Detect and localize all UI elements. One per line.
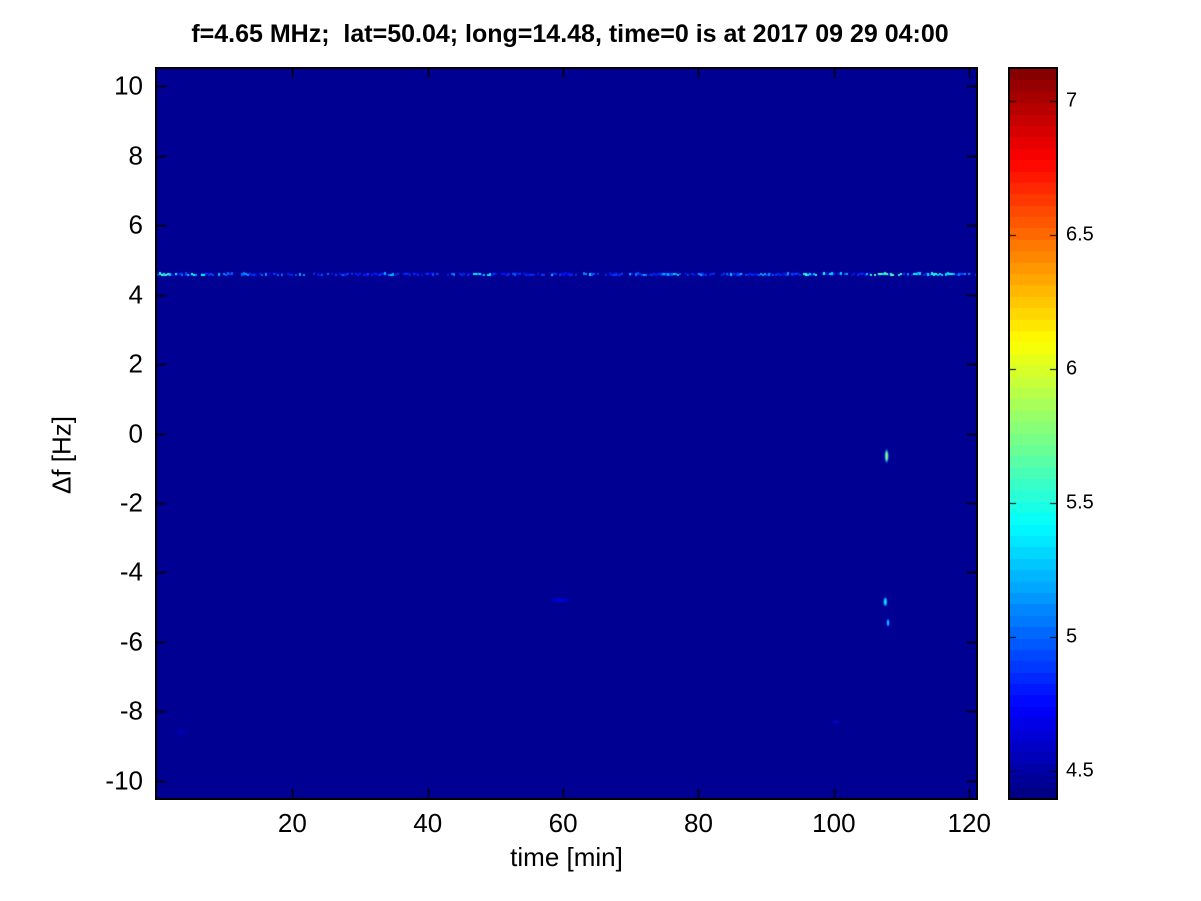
- y-tick-label: -8: [119, 695, 143, 726]
- colorbar-gradient-canvas: [1010, 69, 1056, 798]
- y-tick-label: -6: [119, 626, 143, 657]
- x-tick-label: 100: [812, 808, 856, 838]
- y-tick-label: -10: [105, 765, 143, 796]
- x-tick-label: 80: [684, 808, 713, 838]
- colorbar-tick-label: 6: [1066, 357, 1078, 380]
- y-tick-label: 4: [128, 279, 143, 310]
- y-tick-label: 2: [128, 348, 143, 379]
- colorbar-tick-label: 4.5: [1066, 759, 1094, 782]
- x-tick-label: 40: [413, 808, 443, 838]
- y-tick-label: 8: [128, 140, 143, 171]
- colorbar-tick-label: 5.5: [1066, 491, 1094, 514]
- x-axis-label: time [min]: [510, 842, 623, 872]
- y-tick-label: -4: [119, 556, 143, 587]
- y-axis-label: Δf [Hz]: [46, 415, 77, 495]
- y-tick-label: 6: [128, 209, 143, 240]
- colorbar-tick-label: 7: [1066, 89, 1078, 112]
- y-tick-label: 10: [114, 70, 143, 101]
- colorbar-tick-label: 6.5: [1066, 223, 1094, 246]
- plot-area: [155, 67, 978, 800]
- x-tick-label: 120: [947, 808, 991, 838]
- chart-title: f=4.65 MHz; lat=50.04; long=14.48, time=…: [191, 20, 949, 48]
- colorbar: [1008, 67, 1058, 800]
- x-tick-label: 20: [277, 808, 307, 838]
- x-tick-label: 60: [548, 808, 578, 838]
- heatmap-canvas: [157, 69, 976, 798]
- colorbar-tick-label: 5: [1066, 625, 1078, 648]
